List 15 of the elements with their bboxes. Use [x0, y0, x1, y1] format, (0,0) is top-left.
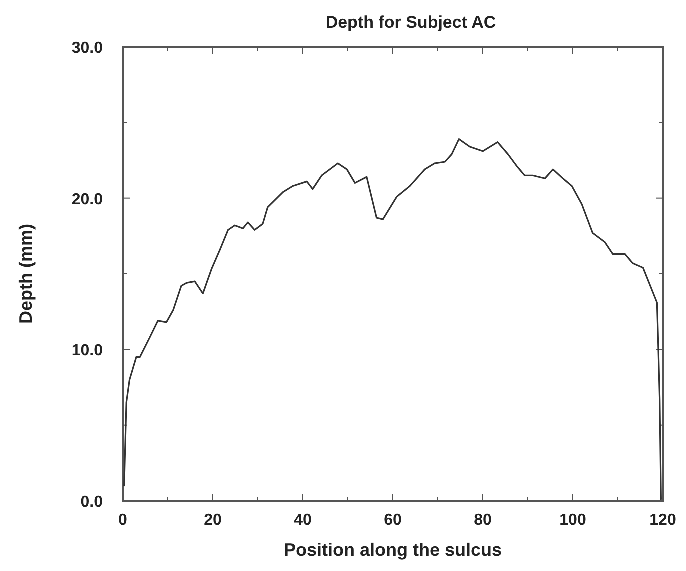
x-tick-label: 20 — [204, 512, 222, 529]
y-tick-label: 10.0 — [72, 342, 104, 360]
x-axis-title: Position along the sulcus — [284, 540, 502, 560]
y-axis-title: Depth (mm) — [16, 224, 36, 324]
x-tick-label: 120 — [650, 512, 676, 529]
x-tick-label: 40 — [294, 512, 312, 529]
x-tick-label: 60 — [384, 512, 402, 529]
y-tick-label: 30.0 — [72, 40, 104, 57]
y-tick-label: 0.0 — [80, 494, 104, 511]
x-tick-label: 80 — [474, 512, 492, 529]
chart-title: Depth for Subject AC — [326, 13, 496, 32]
x-tick-label: 100 — [560, 512, 586, 529]
y-tick-label: 20.0 — [72, 191, 104, 208]
x-tick-label: 0 — [118, 512, 128, 529]
line-series — [124, 138, 662, 500]
